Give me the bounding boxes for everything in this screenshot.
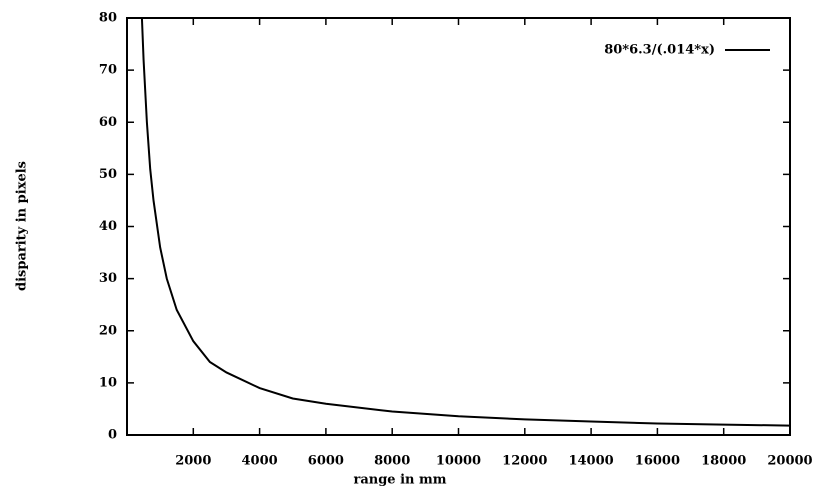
chart: range in mm disparity in pixels 0 10 20 30 4…	[0, 0, 815, 491]
y-tick-label: 60	[99, 115, 117, 130]
x-tick-label: 20000	[767, 454, 812, 469]
y-tick-label: 40	[99, 219, 117, 234]
x-tick-label: 2000	[175, 454, 211, 469]
line	[142, 18, 790, 426]
x-tick-label: 8000	[374, 454, 410, 469]
x-axis-label: range in mm	[353, 473, 446, 488]
x-tick-label: 14000	[568, 454, 613, 469]
x-tick-label: 6000	[308, 454, 344, 469]
y-tick-label: 0	[108, 428, 117, 443]
x-tick-label: 16000	[635, 454, 680, 469]
x-tick-label: 10000	[436, 454, 481, 469]
x-tick-label: 18000	[701, 454, 746, 469]
y-tick-label: 20	[99, 323, 117, 338]
y-tick-label: 10	[99, 375, 117, 390]
x-tick-label: 4000	[242, 454, 278, 469]
y-tick-label: 70	[99, 63, 117, 78]
legend-label: 80*6.3/(.014*x)	[604, 43, 715, 58]
x-tick-label: 12000	[502, 454, 547, 469]
y-tick-label: 30	[99, 271, 117, 286]
y-axis-label: disparity in pixels	[15, 161, 30, 291]
y-tick-label: 80	[99, 11, 117, 26]
y-tick-label: 50	[99, 167, 117, 182]
